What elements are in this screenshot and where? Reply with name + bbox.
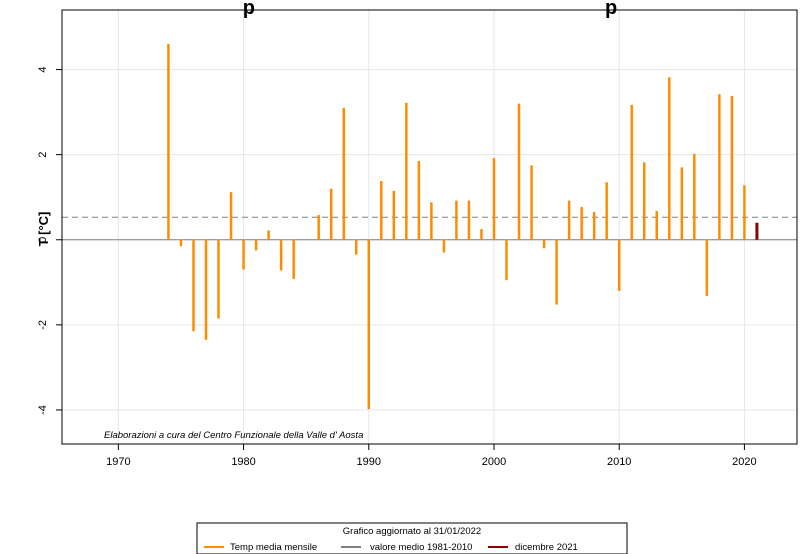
credit-annotation: Elaborazioni a cura del Centro Funzional… <box>104 430 363 441</box>
x-tick-label: 2010 <box>607 456 631 468</box>
grid <box>62 10 797 444</box>
legend-box <box>196 522 628 554</box>
legend-label-dec2021: dicembre 2021 <box>515 542 578 553</box>
x-tick-label: 2000 <box>482 456 506 468</box>
y-tick-label: -2 <box>37 320 49 330</box>
y-tick-label: 2 <box>37 152 49 158</box>
x-tick-label: 1970 <box>106 456 130 468</box>
y-tick-label: 0 <box>37 237 49 243</box>
x-tick-label: 1980 <box>231 456 255 468</box>
x-axis: 1970 1980 1990 2000 2010 2020 <box>106 444 757 468</box>
y-tick-label: -4 <box>37 405 49 415</box>
legend-label-temp: Temp media mensile <box>230 542 317 553</box>
legend-label-mean: valore medio 1981-2010 <box>370 542 472 553</box>
legend: Grafico aggiornato al 31/01/2022 Temp me… <box>196 522 628 554</box>
x-tick-label: 2020 <box>732 456 756 468</box>
y-tick-label: 4 <box>37 67 49 73</box>
y-axis-label: T [°C] <box>36 212 51 247</box>
y-axis: 4 2 0 -2 -4 <box>37 67 62 415</box>
x-tick-label: 1990 <box>357 456 381 468</box>
legend-header: Grafico aggiornato al 31/01/2022 <box>343 526 481 537</box>
bars <box>167 44 759 410</box>
plot-frame <box>61 9 798 445</box>
